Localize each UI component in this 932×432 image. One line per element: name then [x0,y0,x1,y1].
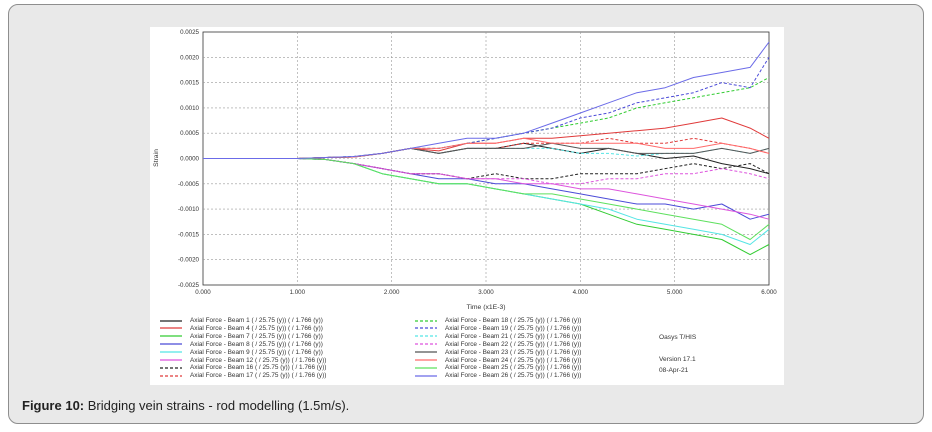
legend-label: Axial Force - Beam 8 ( / 25.75 (y)) ( / … [190,340,323,348]
legend-swatch [415,319,437,322]
y-tick-label: -0.0010 [178,206,200,213]
legend-swatch [415,375,437,377]
legend-label: Axial Force - Beam 18 ( / 25.75 (y)) ( /… [445,317,582,324]
y-tick-label: -0.0020 [178,257,200,264]
legend-entry: Axial Force - Beam 7 ( / 25.75 (y)) ( / … [160,332,323,341]
y-axis-label: Strain [153,149,160,167]
legend-entry: Axial Force - Beam 8 ( / 25.75 (y)) ( / … [160,340,323,349]
legend-entry: Axial Force - Beam 26 ( / 25.75 (y)) ( /… [415,371,581,380]
legend-entry: Axial Force - Beam 18 ( / 25.75 (y)) ( /… [415,316,581,325]
legend-label: Axial Force - Beam 26 ( / 25.75 (y)) ( /… [445,372,582,380]
legend-label: Axial Force - Beam 25 ( / 25.75 (y)) ( /… [445,364,582,372]
legend-swatch [160,335,182,337]
legend-swatch [415,359,437,361]
y-tick-label: 0.0020 [180,54,199,61]
y-tick-label: 0.0005 [180,130,199,137]
legend-label: Axial Force - Beam 17 ( / 25.75 (y)) ( /… [190,372,327,380]
x-axis-label: Time (x1E-3) [466,304,505,311]
legend-label: Axial Force - Beam 22 ( / 25.75 (y)) ( /… [445,340,582,348]
legend-swatch [415,343,437,345]
legend-label: Axial Force - Beam 19 ( / 25.75 (y)) ( /… [445,324,582,332]
legend-swatch [415,351,437,353]
caption-label: Figure 10: [22,398,85,413]
software-name: Oasys T/HIS [659,334,697,341]
version-label: Version 17.1 [659,356,696,363]
legend-swatch [160,351,182,353]
legend-swatch [415,327,437,329]
legend-label: Axial Force - Beam 12 ( / 25.75 (y)) ( /… [190,356,327,364]
legend-entry: Axial Force - Beam 9 ( / 25.75 (y)) ( / … [160,348,323,357]
legend-label: Axial Force - Beam 4 ( / 25.75 (y)) ( / … [190,324,323,332]
legend-swatch [160,375,182,377]
caption-text: Bridging vein strains - rod modelling (1… [84,398,350,413]
series-line-16 [203,41,770,159]
legend-entry: Axial Force - Beam 21 ( / 25.75 (y)) ( /… [415,332,581,341]
y-tick-label: 0.0010 [180,105,199,112]
x-tick-label: 2.000 [384,289,400,296]
legend-label: Axial Force - Beam 1 ( / 25.75 (y)) ( / … [190,317,323,324]
legend-label: Axial Force - Beam 16 ( / 25.75 (y)) ( /… [190,364,327,372]
legend-entry: Axial Force - Beam 17 ( / 25.75 (y)) ( /… [160,371,326,380]
tick-labels: 0.0025 0.0020 0.0015 0.0010 0.0005 0.0000 -0.0… [178,29,777,296]
y-tick-label: -0.0015 [178,231,200,238]
series-lines [203,41,770,256]
x-tick-label: 5.000 [667,289,683,296]
legend-swatch [160,319,182,322]
x-tick-label: 1.000 [290,289,306,296]
legend-swatch [415,335,437,337]
legend-label: Axial Force - Beam 24 ( / 25.75 (y)) ( /… [445,356,582,364]
legend-label: Axial Force - Beam 23 ( / 25.75 (y)) ( /… [445,348,582,356]
legend-label: Axial Force - Beam 21 ( / 25.75 (y)) ( /… [445,332,582,340]
figure-caption: Figure 10: Bridging vein strains - rod m… [22,398,349,413]
legend-swatch [160,359,182,361]
x-tick-label: 6.000 [761,289,777,296]
x-tick-label: 3.000 [478,289,494,296]
legend-label: Axial Force - Beam 9 ( / 25.75 (y)) ( / … [190,348,323,356]
series-line-15 [203,158,770,240]
legend-swatch [160,367,182,369]
y-tick-label: 0.0015 [180,80,199,87]
legend-label: Axial Force - Beam 7 ( / 25.75 (y)) ( / … [190,332,323,340]
legend-entry: Axial Force - Beam 16 ( / 25.75 (y)) ( /… [160,363,326,372]
strain-line-chart: 0.0025 0.0020 0.0015 0.0010 0.0005 0.0000 -0.0… [153,29,777,311]
legend-entry: Axial Force - Beam 22 ( / 25.75 (y)) ( /… [415,340,581,349]
legend-entry: Axial Force - Beam 4 ( / 25.75 (y)) ( / … [160,324,323,333]
legend-entry: Axial Force - Beam 19 ( / 25.75 (y)) ( /… [415,324,581,333]
legend-swatch [160,327,182,329]
legend-entry: Axial Force - Beam 1 ( / 25.75 (y)) ( / … [160,316,323,325]
legend-entry: Axial Force - Beam 12 ( / 25.75 (y)) ( /… [160,356,326,365]
chart-figure: 0.0025 0.0020 0.0015 0.0010 0.0005 0.0000 -0.0… [150,27,784,385]
y-tick-label: 0.0025 [180,29,199,36]
date-label: 08-Apr-21 [659,367,689,374]
legend-swatch [160,343,182,345]
y-tick-label: -0.0005 [178,181,200,188]
legend-swatch [415,367,437,369]
legend-entry: Axial Force - Beam 25 ( / 25.75 (y)) ( /… [415,363,581,372]
legend-entry: Axial Force - Beam 24 ( / 25.75 (y)) ( /… [415,356,581,365]
x-tick-label: 4.000 [573,289,589,296]
legend-entry: Axial Force - Beam 23 ( / 25.75 (y)) ( /… [415,348,581,357]
y-tick-label: 0.0000 [180,156,199,163]
y-tick-label: -0.0025 [178,282,200,289]
x-tick-label: 0.000 [195,289,211,296]
